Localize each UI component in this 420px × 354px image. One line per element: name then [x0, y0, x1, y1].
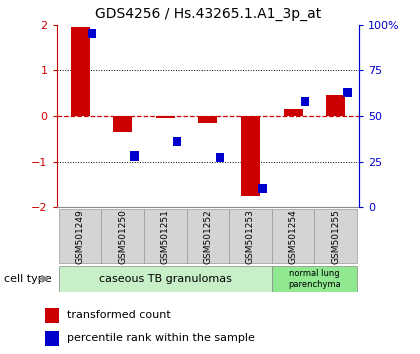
Bar: [144, 210, 186, 263]
Bar: [59, 210, 101, 263]
FancyBboxPatch shape: [130, 152, 139, 161]
Bar: [156, 116, 175, 118]
Text: GSM501255: GSM501255: [331, 209, 340, 264]
Text: transformed count: transformed count: [67, 310, 171, 320]
Bar: [272, 266, 357, 292]
Bar: [45, 308, 60, 323]
Bar: [71, 27, 90, 116]
Text: cell type: cell type: [4, 274, 52, 284]
FancyBboxPatch shape: [343, 88, 352, 97]
Text: normal lung
parenchyma: normal lung parenchyma: [288, 269, 341, 289]
Bar: [101, 210, 144, 263]
Text: GSM501251: GSM501251: [161, 209, 170, 264]
Text: GSM501249: GSM501249: [76, 209, 84, 264]
Text: GSM501252: GSM501252: [203, 209, 213, 264]
Bar: [198, 116, 218, 123]
Bar: [45, 331, 60, 346]
Bar: [186, 210, 229, 263]
Bar: [113, 116, 132, 132]
Bar: [272, 210, 315, 263]
FancyBboxPatch shape: [215, 153, 224, 162]
Bar: [284, 109, 303, 116]
Text: GSM501254: GSM501254: [289, 209, 298, 264]
Title: GDS4256 / Hs.43265.1.A1_3p_at: GDS4256 / Hs.43265.1.A1_3p_at: [95, 7, 321, 21]
Text: GSM501250: GSM501250: [118, 209, 127, 264]
Bar: [315, 210, 357, 263]
FancyBboxPatch shape: [258, 184, 267, 193]
Bar: [59, 266, 272, 292]
FancyBboxPatch shape: [88, 29, 96, 39]
Text: caseous TB granulomas: caseous TB granulomas: [99, 274, 232, 284]
Text: percentile rank within the sample: percentile rank within the sample: [67, 333, 255, 343]
Text: GSM501253: GSM501253: [246, 209, 255, 264]
Bar: [229, 210, 272, 263]
FancyBboxPatch shape: [173, 137, 181, 146]
FancyBboxPatch shape: [301, 97, 309, 106]
Bar: [326, 96, 345, 116]
Bar: [241, 116, 260, 196]
